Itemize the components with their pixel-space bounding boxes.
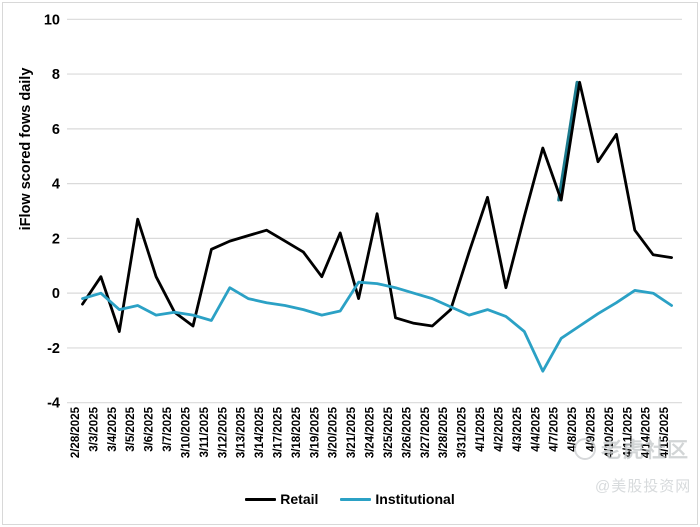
x-tick-label: 3/25/2025 (383, 406, 395, 458)
x-tick-label: 4/3/2025 (512, 406, 524, 451)
y-tick-label: 10 (44, 12, 60, 28)
chart-legend: Retail Institutional (0, 487, 700, 511)
x-tick-label: 3/7/2025 (162, 406, 174, 451)
x-tick-label: 2/28/2025 (70, 406, 82, 458)
x-tick-label: 3/6/2025 (144, 406, 156, 451)
y-axis-title: iFlow scored fows daily (18, 68, 34, 231)
x-tick-label: 3/12/2025 (217, 406, 229, 458)
y-tick-label: 0 (52, 286, 60, 302)
y-tick-label: 8 (52, 67, 60, 83)
legend-label-retail: Retail (280, 491, 319, 507)
x-tick-label: 4/4/2025 (530, 406, 542, 451)
x-tick-label: 4/14/2025 (641, 406, 653, 458)
x-tick-label: 3/21/2025 (346, 406, 358, 458)
x-tick-label: 4/10/2025 (604, 406, 616, 458)
retail-line-swatch (245, 497, 277, 501)
x-tick-label: 3/20/2025 (328, 406, 340, 458)
x-tick-label: 3/14/2025 (254, 406, 266, 458)
x-tick-label: 3/4/2025 (107, 406, 119, 451)
highlight-segment (557, 80, 579, 202)
x-tick-label: 4/1/2025 (475, 406, 487, 451)
x-tick-label: 4/15/2025 (659, 406, 671, 458)
x-tick-label: 3/17/2025 (273, 406, 285, 458)
y-tick-label: 6 (52, 122, 60, 138)
x-tick-label: 3/13/2025 (236, 406, 248, 458)
x-tick-label: 3/19/2025 (309, 406, 321, 458)
x-tick-label: 3/5/2025 (125, 406, 137, 451)
legend-item-institutional: Institutional (340, 491, 455, 507)
x-tick-label: 3/11/2025 (199, 406, 211, 457)
institutional-line-swatch (340, 497, 372, 501)
x-tick-label: 3/10/2025 (180, 406, 192, 458)
x-tick-label: 4/7/2025 (549, 406, 561, 451)
y-tick-label: 2 (52, 231, 60, 247)
legend-label-institutional: Institutional (375, 491, 455, 507)
y-tick-label: 4 (52, 177, 60, 193)
institutional-series-line (81, 280, 673, 373)
x-tick-label: 3/24/2025 (365, 406, 377, 458)
legend-item-retail: Retail (245, 491, 318, 507)
x-tick-label: 4/8/2025 (567, 406, 579, 451)
x-tick-label: 3/31/2025 (457, 406, 469, 458)
y-tick-label: -2 (47, 341, 60, 357)
retail-series-line (81, 80, 673, 333)
x-tick-label: 4/2/2025 (493, 406, 505, 451)
x-tick-label: 4/9/2025 (585, 406, 597, 451)
x-tick-label: 3/26/2025 (401, 406, 413, 458)
x-tick-label: 4/11/2025 (622, 406, 634, 457)
x-tick-label: 3/3/2025 (88, 406, 100, 451)
x-tick-label: 3/18/2025 (291, 406, 303, 458)
y-tick-label: -4 (47, 396, 60, 412)
x-tick-label: 3/27/2025 (420, 406, 432, 458)
x-tick-label: 3/28/2025 (438, 406, 450, 458)
